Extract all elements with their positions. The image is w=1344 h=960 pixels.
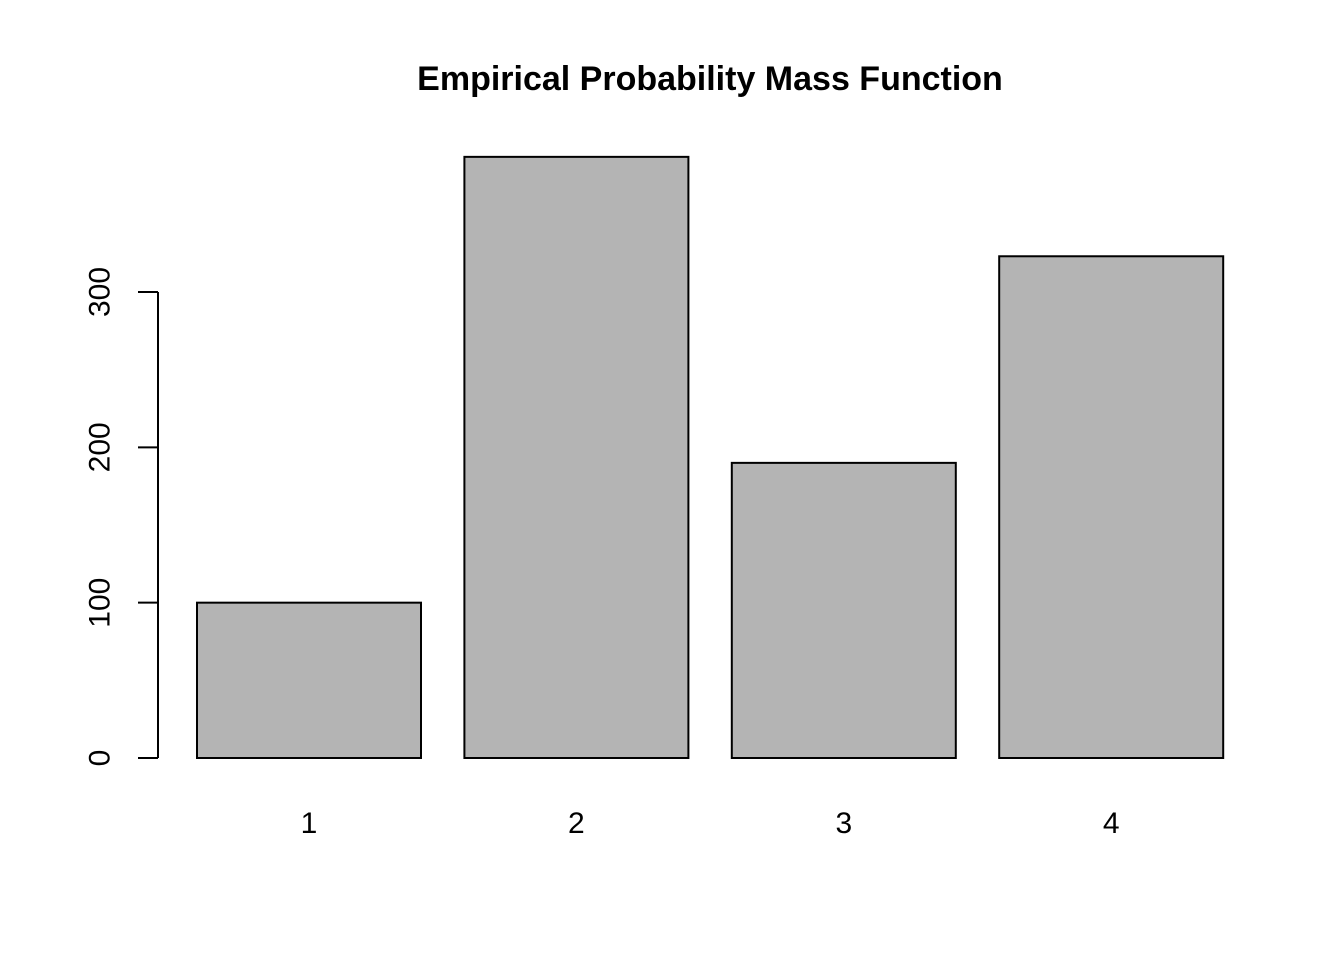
- x-axis-category-label: 1: [301, 807, 318, 840]
- y-axis-tick-label: 100: [84, 578, 117, 628]
- x-axis-category-label: 2: [568, 807, 585, 840]
- bar: [463, 155, 690, 760]
- bar: [730, 461, 957, 759]
- y-axis-tick-label: 0: [84, 750, 117, 767]
- x-axis-category-label: 4: [1103, 807, 1120, 840]
- x-axis-category-label: 3: [835, 807, 852, 840]
- bar: [196, 601, 422, 760]
- bar: [998, 255, 1225, 759]
- y-axis-tick-label: 300: [84, 267, 117, 317]
- y-axis-tick-label: 200: [84, 422, 117, 472]
- chart-title: Empirical Probability Mass Function: [417, 60, 1003, 98]
